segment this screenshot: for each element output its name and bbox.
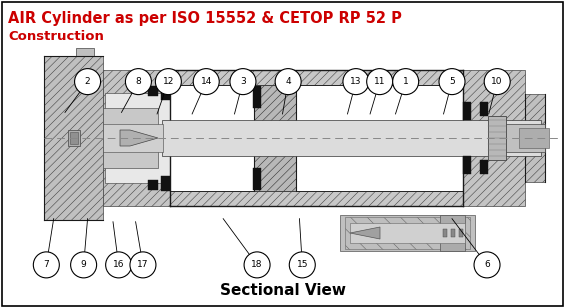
Bar bbox=[463, 70, 525, 206]
Bar bbox=[459, 229, 463, 237]
Bar bbox=[253, 168, 261, 190]
Text: 3: 3 bbox=[240, 77, 246, 86]
Bar bbox=[161, 85, 170, 100]
Bar bbox=[148, 86, 158, 96]
Bar bbox=[70, 132, 78, 144]
Bar bbox=[76, 48, 94, 56]
Text: 11: 11 bbox=[374, 77, 385, 86]
Bar bbox=[480, 160, 488, 174]
Circle shape bbox=[474, 252, 500, 278]
Text: 17: 17 bbox=[137, 260, 149, 270]
Text: 13: 13 bbox=[350, 77, 362, 86]
Circle shape bbox=[33, 252, 59, 278]
Text: 1: 1 bbox=[403, 77, 408, 86]
Circle shape bbox=[193, 69, 219, 95]
Text: 2: 2 bbox=[85, 77, 90, 86]
Bar bbox=[525, 94, 545, 182]
Bar bbox=[350, 223, 465, 243]
Circle shape bbox=[275, 69, 301, 95]
Circle shape bbox=[75, 69, 101, 95]
Text: AIR Cylinder as per ISO 15552 & CETOP RP 52 P: AIR Cylinder as per ISO 15552 & CETOP RP… bbox=[8, 11, 402, 26]
Circle shape bbox=[155, 69, 181, 95]
Text: 10: 10 bbox=[492, 77, 503, 86]
Bar bbox=[345, 217, 470, 249]
Text: Construction: Construction bbox=[8, 30, 104, 43]
Text: 14: 14 bbox=[201, 77, 212, 86]
Text: 9: 9 bbox=[81, 260, 86, 270]
Bar bbox=[443, 229, 447, 237]
Bar bbox=[103, 70, 170, 206]
Circle shape bbox=[71, 252, 97, 278]
Bar bbox=[105, 93, 170, 183]
Text: 5: 5 bbox=[449, 77, 455, 86]
Text: 6: 6 bbox=[484, 260, 490, 270]
Bar bbox=[161, 176, 170, 191]
Circle shape bbox=[125, 69, 151, 95]
Circle shape bbox=[484, 69, 510, 95]
Bar bbox=[44, 56, 103, 220]
Bar bbox=[254, 85, 296, 191]
Bar bbox=[495, 124, 545, 152]
Text: 18: 18 bbox=[251, 260, 263, 270]
Bar bbox=[463, 156, 471, 174]
Circle shape bbox=[439, 69, 465, 95]
Bar bbox=[519, 128, 549, 148]
Circle shape bbox=[367, 69, 393, 95]
Bar bbox=[340, 215, 475, 251]
Polygon shape bbox=[120, 130, 158, 146]
Bar bbox=[170, 70, 463, 85]
Bar bbox=[253, 86, 261, 108]
Text: 12: 12 bbox=[163, 77, 174, 86]
Text: 15: 15 bbox=[297, 260, 308, 270]
Text: 4: 4 bbox=[285, 77, 291, 86]
Polygon shape bbox=[350, 227, 380, 239]
Bar bbox=[463, 102, 471, 120]
Circle shape bbox=[230, 69, 256, 95]
Bar bbox=[103, 108, 158, 168]
Circle shape bbox=[244, 252, 270, 278]
Text: 16: 16 bbox=[113, 260, 124, 270]
Bar bbox=[162, 120, 541, 156]
Text: Sectional View: Sectional View bbox=[220, 283, 346, 298]
Circle shape bbox=[343, 69, 369, 95]
Bar bbox=[440, 215, 465, 251]
Circle shape bbox=[106, 252, 132, 278]
Circle shape bbox=[289, 252, 315, 278]
Bar bbox=[488, 116, 506, 160]
Bar bbox=[68, 130, 80, 146]
Circle shape bbox=[130, 252, 156, 278]
Text: 7: 7 bbox=[44, 260, 49, 270]
Bar bbox=[148, 180, 158, 190]
Bar bbox=[480, 102, 488, 116]
Bar bbox=[451, 229, 455, 237]
Bar bbox=[170, 191, 463, 206]
Bar bbox=[103, 124, 163, 152]
Text: 8: 8 bbox=[136, 77, 141, 86]
Circle shape bbox=[393, 69, 419, 95]
